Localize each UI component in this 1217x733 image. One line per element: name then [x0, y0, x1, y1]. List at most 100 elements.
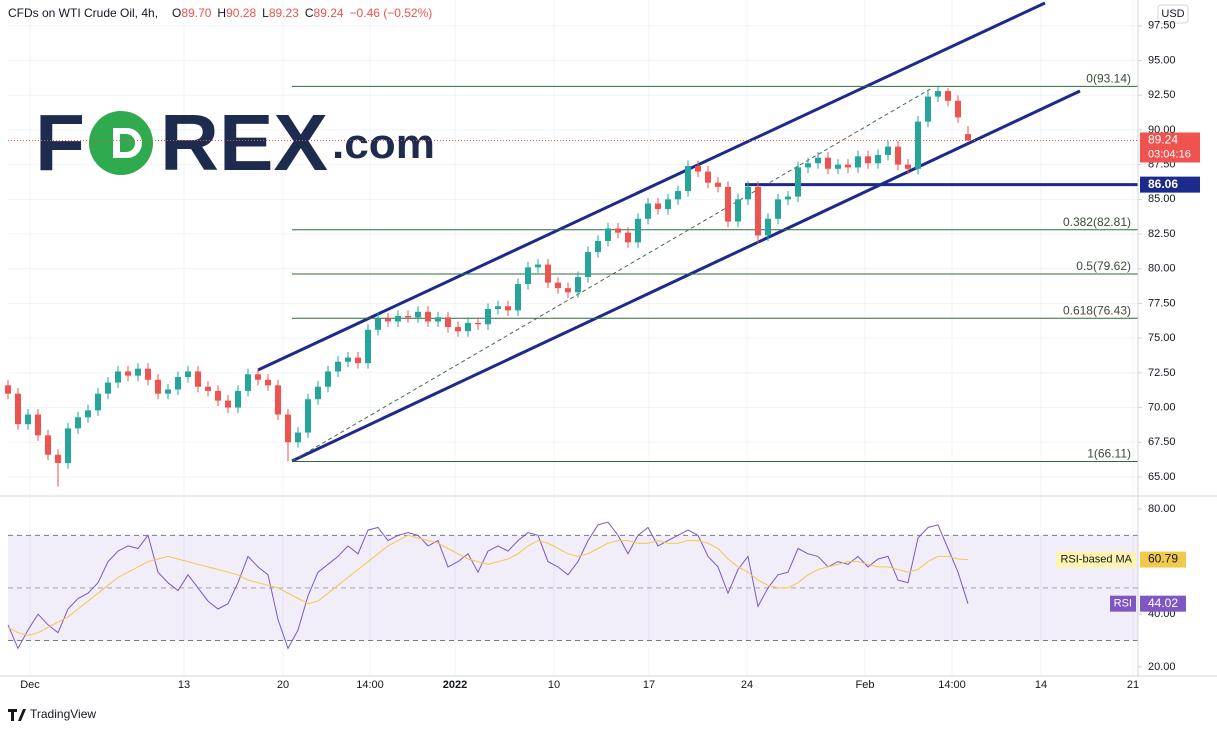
watermark: F REX .com	[35, 98, 435, 187]
candle-body	[25, 414, 31, 425]
channel-lower	[291, 89, 1081, 463]
ohlc-label: H	[217, 6, 227, 20]
candle-body	[845, 164, 851, 168]
ohlc-value: 89.23	[268, 6, 299, 20]
x-tick-label: 13	[178, 679, 190, 691]
countdown: 03:04:16	[1148, 148, 1191, 160]
candle-body	[435, 317, 441, 322]
rsi-line	[7, 534, 969, 636]
candle-body	[785, 196, 791, 200]
candle-body	[405, 315, 411, 318]
currency: USD	[1161, 8, 1184, 20]
candle-body	[425, 311, 431, 322]
candle-body	[755, 186, 761, 236]
series-name-box	[1110, 595, 1136, 612]
x-tick-label: 17	[643, 679, 655, 691]
y-tick-label: 97.50	[1148, 20, 1176, 32]
ohlc-value: 89.24	[313, 6, 344, 20]
candle-body	[805, 163, 811, 168]
y-tick-label: 80.00	[1148, 263, 1176, 275]
candle-body	[575, 277, 581, 293]
series-value-box	[1140, 551, 1186, 568]
candle-body	[565, 288, 571, 293]
candle-body	[205, 386, 211, 391]
candle-body	[105, 382, 111, 394]
candle-body	[915, 121, 921, 169]
candle-body	[85, 410, 91, 418]
y-tick-label: 70.00	[1148, 401, 1176, 413]
candle-body	[345, 357, 351, 362]
channel-upper	[257, 1, 1046, 372]
candle-body	[705, 171, 711, 183]
candle-body	[75, 417, 81, 429]
candle-body	[115, 371, 121, 383]
candle-body	[495, 306, 501, 309]
series-name-box	[1056, 551, 1136, 568]
support-label: 86.06	[1148, 177, 1178, 191]
x-tick-label: Dec	[20, 679, 40, 691]
candle-body	[875, 154, 881, 164]
candle-body	[55, 454, 61, 464]
candle-body	[35, 414, 41, 436]
fib-label: 0(93.14)	[1086, 72, 1131, 86]
series-value: 60.79	[1148, 552, 1178, 566]
candle-body	[95, 393, 101, 411]
candle-body	[255, 374, 261, 380]
x-tick-label: 14:00	[356, 679, 384, 691]
candle-body	[315, 386, 321, 400]
ohlc-value: 90.28	[226, 6, 257, 20]
candle-body	[525, 267, 531, 285]
candle-body	[385, 318, 391, 322]
candle-body	[335, 361, 341, 372]
candle-body	[155, 379, 161, 394]
watermark-suffix: .com	[332, 120, 435, 167]
candle-body	[585, 252, 591, 278]
watermark-text: REX	[160, 98, 328, 187]
candle-body	[265, 379, 271, 386]
candle-body	[645, 203, 651, 219]
candle-body	[665, 199, 671, 210]
rsi-line	[7, 521, 969, 650]
candle-body	[935, 91, 941, 97]
x-tick-label: 14:00	[938, 679, 966, 691]
candle-body	[175, 377, 181, 390]
candle-body	[485, 308, 491, 325]
candle-body	[885, 146, 891, 155]
support-box	[1140, 176, 1200, 193]
candle-body	[895, 146, 901, 165]
y-tick-label: 92.50	[1148, 89, 1176, 101]
candle-body	[825, 157, 831, 169]
ohlc-value: 89.70	[181, 6, 212, 20]
x-tick-label: 24	[741, 679, 753, 691]
candle-body	[145, 368, 151, 380]
candle-body	[925, 96, 931, 122]
candle-body	[505, 306, 511, 311]
candle-body	[185, 371, 191, 378]
candle-body	[945, 91, 951, 101]
drawings	[257, 1, 1081, 463]
candle-body	[795, 167, 801, 197]
y-tick-label: 82.50	[1148, 228, 1176, 240]
rsi-band	[8, 535, 1138, 641]
candle-body	[375, 318, 381, 330]
candle-body	[65, 428, 71, 464]
brand: TradingView	[30, 707, 96, 721]
candle-body	[865, 156, 871, 164]
candle-body	[515, 284, 521, 311]
fib-label: 0.5(79.62)	[1076, 259, 1131, 273]
candle-body	[605, 228, 611, 241]
candle-body	[455, 327, 461, 332]
candle-body	[655, 203, 661, 210]
x-tick-label: 10	[548, 679, 560, 691]
candle-body	[305, 399, 311, 433]
candle-body	[325, 371, 331, 387]
candle-body	[245, 374, 251, 391]
fib-label: 1(66.11)	[1087, 447, 1131, 461]
x-tick-label: 21	[1127, 679, 1139, 691]
candle-body	[15, 393, 21, 425]
currency-box[interactable]	[1157, 4, 1189, 24]
y-tick-label: 75.00	[1148, 332, 1176, 344]
y-tick-label: 95.00	[1148, 54, 1176, 66]
candle-body	[905, 164, 911, 169]
